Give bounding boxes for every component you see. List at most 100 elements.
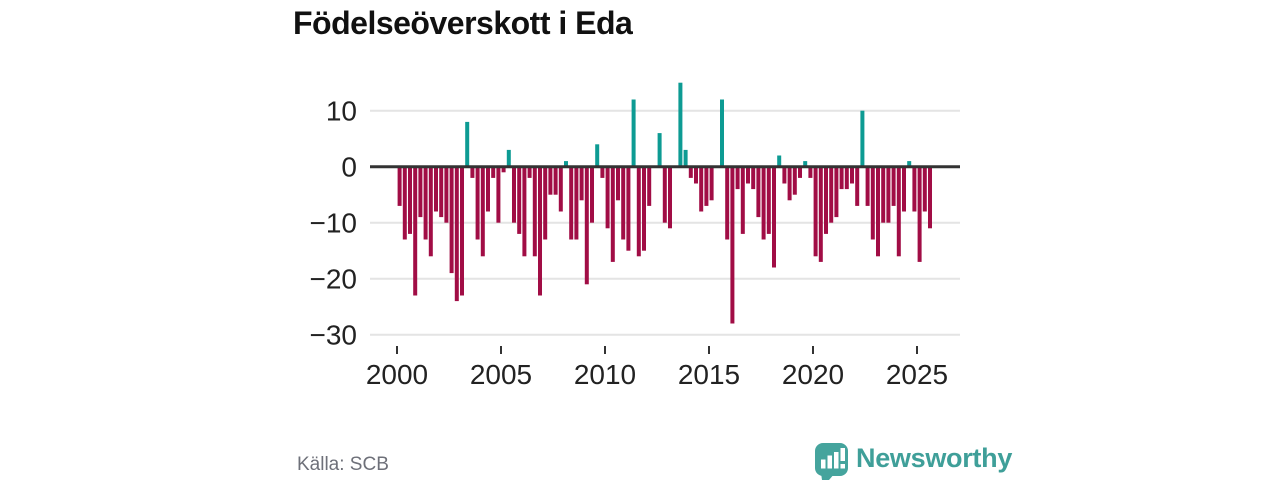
x-tick-label: 2025: [886, 359, 948, 390]
bar-2017q2: [756, 166, 761, 218]
bar-2019q3: [803, 161, 808, 167]
bar-2005q1: [501, 166, 506, 173]
speech-bubble-bar-chart-icon: [815, 443, 848, 480]
bar-2024q4: [912, 166, 917, 212]
bar-2002q2: [444, 166, 449, 223]
logo-bar-2: [827, 455, 832, 469]
bar-2020q1: [813, 166, 818, 257]
bar-2002q3: [449, 166, 454, 274]
bar-2020q4: [829, 166, 834, 223]
bar-2018q1: [772, 166, 776, 268]
bar-2001q2: [423, 166, 428, 240]
bar-2025q1: [917, 166, 922, 262]
bar-2022q3: [865, 166, 870, 206]
bar-2023q4: [891, 166, 896, 206]
logo-bar-3: [834, 452, 839, 469]
bar-2013q1: [668, 166, 672, 229]
logo-exclamation-stem: [840, 448, 845, 461]
bar-2001q4: [434, 166, 438, 212]
bar-2005q2: [506, 149, 511, 167]
bar-2010q1: [605, 166, 610, 229]
logo-exclamation-dot: [840, 464, 845, 469]
bar-2015q1: [709, 166, 714, 201]
bar-2012q1: [647, 166, 652, 206]
bar-2003q4: [475, 166, 480, 240]
bar-2007q4: [558, 166, 563, 212]
bar-2015q4: [725, 166, 730, 240]
source-note: Källa: SCB: [297, 454, 389, 475]
chart-title: Födelseöverskott i Eda: [293, 5, 633, 41]
bar-2003q2: [465, 121, 470, 167]
bar-2009q4: [600, 166, 605, 178]
bar-2011q4: [642, 166, 646, 251]
bar-2004q3: [491, 166, 496, 178]
bar-2008q2: [569, 166, 574, 240]
bar-2008q3: [574, 166, 579, 240]
bar-2012q3: [657, 133, 662, 167]
bar-2000q3: [408, 166, 412, 234]
bar-2025q2: [922, 166, 927, 212]
bar-2008q4: [579, 166, 584, 201]
bar-2006q2: [527, 166, 532, 178]
bar-2019q1: [792, 166, 797, 195]
bar-2024q1: [896, 166, 901, 257]
bar-2017q3: [761, 166, 766, 240]
bar-2018q4: [787, 166, 792, 201]
bar-2005q3: [512, 166, 516, 223]
bar-2014q4: [704, 166, 709, 206]
bar-2007q3: [553, 166, 558, 195]
bar-2025q3: [928, 166, 932, 229]
bar-2011q3: [636, 166, 641, 257]
y-tick-label: 0: [341, 152, 357, 183]
bar-2017q4: [766, 166, 771, 234]
bar-2021q3: [844, 166, 849, 190]
bar-2014q2: [694, 166, 698, 184]
bar-2011q2: [631, 99, 636, 167]
logo-bar-1: [821, 459, 826, 469]
bar-2022q2: [860, 110, 865, 167]
bar-2007q1: [543, 166, 548, 240]
bar-2013q4: [683, 149, 688, 167]
bar-2016q4: [746, 166, 750, 184]
bar-2000q2: [402, 166, 407, 240]
bar-2018q2: [777, 155, 782, 167]
bar-2022q4: [870, 166, 875, 240]
bar-2021q1: [834, 166, 839, 218]
bar-2022q1: [855, 166, 860, 206]
newsworthy-logo-text: Newsworthy: [856, 443, 1013, 473]
bar-2004q1: [480, 166, 485, 257]
bar-2024q2: [902, 166, 906, 212]
bar-2010q3: [616, 166, 620, 201]
bar-2020q3: [824, 166, 828, 234]
x-tick-label: 2000: [366, 359, 428, 390]
bar-2024q3: [907, 161, 912, 167]
bar-2017q1: [751, 166, 756, 190]
bar-2010q4: [621, 166, 626, 240]
bar-2003q3: [470, 166, 475, 178]
y-tick-label: −30: [310, 320, 358, 351]
bar-2014q1: [688, 166, 693, 178]
bar-2009q3: [595, 144, 600, 167]
bar-2002q1: [439, 166, 444, 218]
bar-2011q1: [626, 166, 631, 251]
x-tick-label: 2010: [574, 359, 636, 390]
bar-2006q4: [538, 166, 542, 296]
bar-2009q1: [584, 166, 589, 285]
bar-2009q2: [590, 166, 594, 223]
bar-2008q1: [564, 161, 568, 167]
bar-2020q2: [818, 166, 823, 262]
bar-2006q1: [522, 166, 527, 257]
x-tick-label: 2005: [470, 359, 532, 390]
bar-2002q4: [454, 166, 459, 302]
bar-2004q2: [486, 166, 490, 212]
bar-2010q2: [610, 166, 615, 262]
bar-2016q2: [735, 166, 740, 190]
bar-2001q3: [428, 166, 433, 257]
bar-2014q3: [699, 166, 704, 212]
bar-2000q4: [413, 166, 418, 296]
bar-2021q4: [850, 166, 854, 184]
bar-2012q4: [662, 166, 667, 223]
bar-2019q4: [808, 166, 813, 178]
